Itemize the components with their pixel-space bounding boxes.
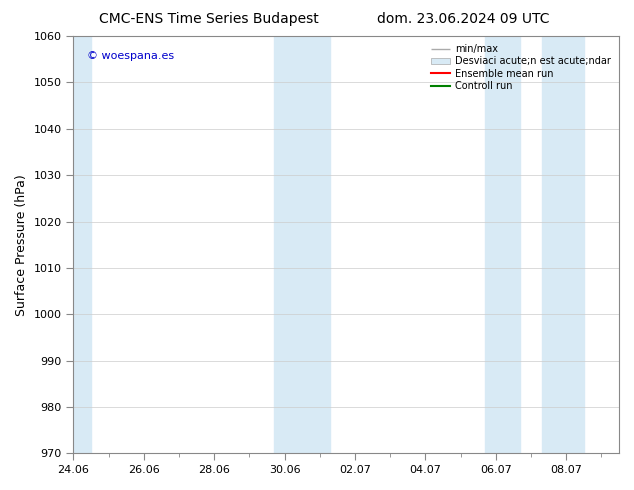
Y-axis label: Surface Pressure (hPa): Surface Pressure (hPa) xyxy=(15,174,28,316)
Text: dom. 23.06.2024 09 UTC: dom. 23.06.2024 09 UTC xyxy=(377,12,549,26)
Bar xyxy=(541,36,584,453)
Text: CMC-ENS Time Series Budapest: CMC-ENS Time Series Budapest xyxy=(100,12,319,26)
Bar xyxy=(74,36,91,453)
Legend: min/max, Desviaci acute;n est acute;ndar, Ensemble mean run, Controll run: min/max, Desviaci acute;n est acute;ndar… xyxy=(428,41,614,94)
Text: © woespana.es: © woespana.es xyxy=(87,51,174,61)
Bar xyxy=(485,36,521,453)
Bar xyxy=(274,36,330,453)
